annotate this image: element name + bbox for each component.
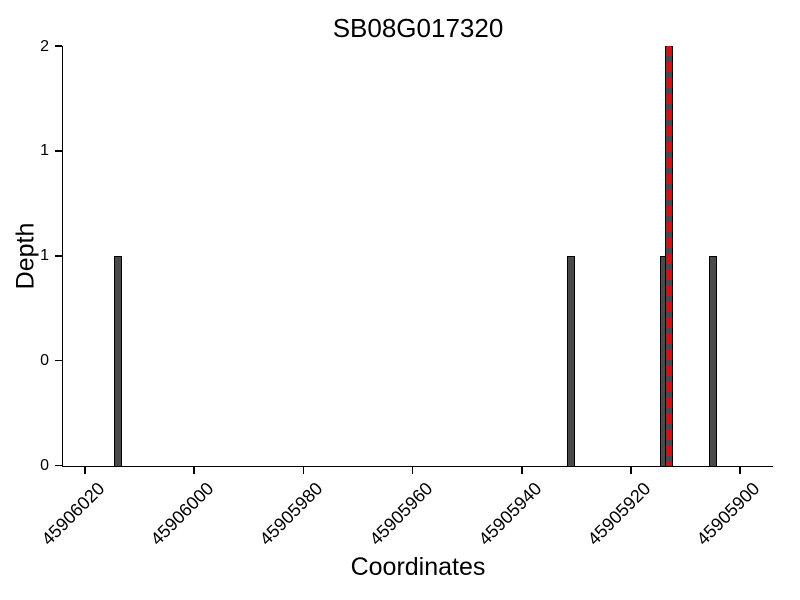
y-tick-mark xyxy=(54,255,62,257)
y-tick-label: 1 xyxy=(40,247,49,265)
y-tick-label: 1 xyxy=(40,142,49,160)
y-tick-label: 2 xyxy=(40,37,49,55)
y-tick-mark xyxy=(54,359,62,362)
x-tick-mark xyxy=(739,467,741,474)
y-tick-label: 0 xyxy=(40,457,49,474)
x-tick-mark xyxy=(521,467,523,474)
depth-bar xyxy=(708,255,717,467)
x-axis-title: Coordinates xyxy=(350,553,486,581)
x-tick-mark xyxy=(193,467,195,474)
depth-bar xyxy=(113,255,122,467)
x-tick-mark xyxy=(630,467,632,474)
y-axis-line xyxy=(61,46,63,467)
x-axis-line xyxy=(61,465,773,467)
depth-bar xyxy=(566,255,575,467)
x-tick-mark xyxy=(302,467,305,474)
x-tick-mark xyxy=(411,467,414,474)
marker-dashed-line xyxy=(667,46,672,466)
x-tick-mark xyxy=(84,467,86,474)
y-tick-label: 0 xyxy=(40,352,49,370)
y-tick-mark xyxy=(54,464,62,467)
y-tick-mark xyxy=(54,150,62,152)
chart-title: SB08G017320 xyxy=(332,13,504,43)
y-tick-mark xyxy=(54,45,62,47)
